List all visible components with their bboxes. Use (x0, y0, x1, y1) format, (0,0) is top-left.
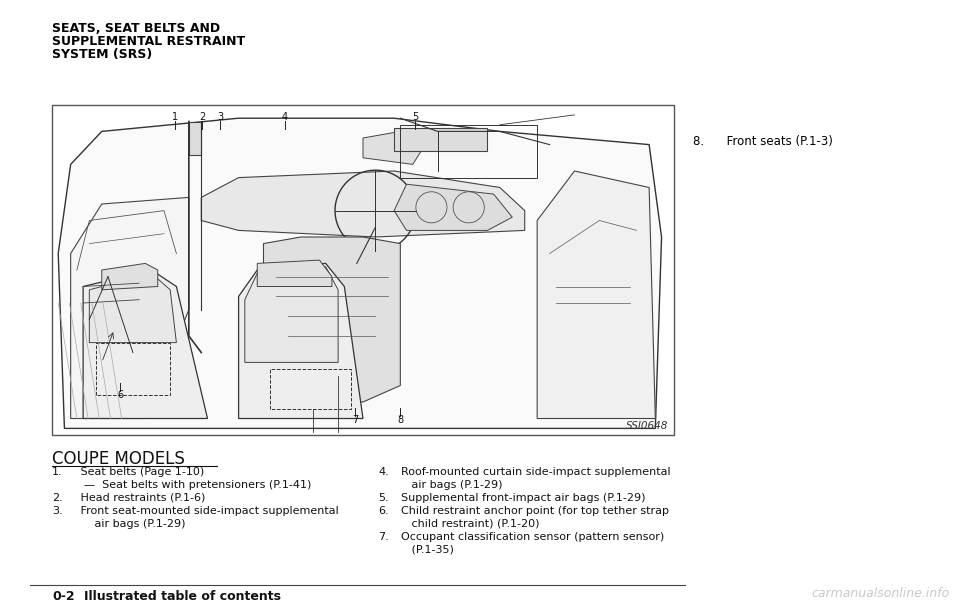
Text: child restraint) (P.1-20): child restraint) (P.1-20) (394, 519, 540, 529)
Polygon shape (102, 263, 157, 290)
Text: 4.: 4. (378, 467, 389, 477)
Text: SEATS, SEAT BELTS AND: SEATS, SEAT BELTS AND (52, 22, 220, 35)
Text: 3: 3 (217, 112, 223, 122)
Bar (52, 105, 674, 435)
Text: 3.: 3. (52, 506, 62, 516)
Text: 2: 2 (199, 112, 205, 122)
Text: COUPE MODELS: COUPE MODELS (52, 450, 185, 468)
Text: 6.: 6. (378, 506, 389, 516)
Polygon shape (395, 128, 488, 151)
Text: air bags (P.1-29): air bags (P.1-29) (70, 519, 185, 529)
Polygon shape (239, 263, 363, 419)
Text: carmanualsonline.info: carmanualsonline.info (812, 587, 950, 600)
Text: (P.1-35): (P.1-35) (394, 545, 454, 555)
Text: 1.: 1. (52, 467, 62, 477)
Text: 1: 1 (172, 112, 178, 122)
Text: Roof-mounted curtain side-impact supplemental: Roof-mounted curtain side-impact supplem… (394, 467, 671, 477)
Polygon shape (263, 237, 400, 402)
Polygon shape (71, 197, 189, 419)
Text: Head restraints (P.1-6): Head restraints (P.1-6) (70, 493, 205, 503)
Text: Supplemental front-impact air bags (P.1-29): Supplemental front-impact air bags (P.1-… (394, 493, 645, 503)
Text: air bags (P.1-29): air bags (P.1-29) (394, 480, 502, 490)
Text: 2.: 2. (52, 493, 62, 503)
Text: SYSTEM (SRS): SYSTEM (SRS) (52, 48, 153, 61)
Text: SUPPLEMENTAL RESTRAINT: SUPPLEMENTAL RESTRAINT (52, 35, 245, 48)
Text: 8.      Front seats (P.1-3): 8. Front seats (P.1-3) (693, 135, 833, 148)
Polygon shape (395, 184, 513, 230)
Text: Illustrated table of contents: Illustrated table of contents (84, 590, 281, 603)
Text: 8: 8 (396, 415, 403, 425)
Text: 5: 5 (412, 112, 419, 122)
Text: 0-2: 0-2 (52, 590, 75, 603)
Polygon shape (245, 266, 338, 362)
Text: Seat belts (Page 1-10): Seat belts (Page 1-10) (70, 467, 204, 477)
Text: 5.: 5. (378, 493, 389, 503)
Text: 4: 4 (282, 112, 288, 122)
Polygon shape (257, 260, 332, 287)
Text: SSI0648: SSI0648 (626, 421, 668, 431)
Text: 6: 6 (117, 390, 123, 400)
Text: Child restraint anchor point (for top tether strap: Child restraint anchor point (for top te… (394, 506, 669, 516)
Polygon shape (202, 171, 525, 237)
Text: —  Seat belts with pretensioners (P.1-41): — Seat belts with pretensioners (P.1-41) (70, 480, 311, 490)
Text: 7.: 7. (378, 532, 389, 542)
Text: Occupant classification sensor (pattern sensor): Occupant classification sensor (pattern … (394, 532, 664, 542)
Polygon shape (363, 131, 425, 164)
Polygon shape (59, 118, 661, 428)
Polygon shape (538, 171, 656, 419)
Text: Front seat-mounted side-impact supplemental: Front seat-mounted side-impact supplemen… (70, 506, 339, 516)
Polygon shape (89, 273, 177, 343)
Polygon shape (189, 122, 202, 155)
Text: 7: 7 (352, 415, 358, 425)
Polygon shape (84, 270, 207, 419)
